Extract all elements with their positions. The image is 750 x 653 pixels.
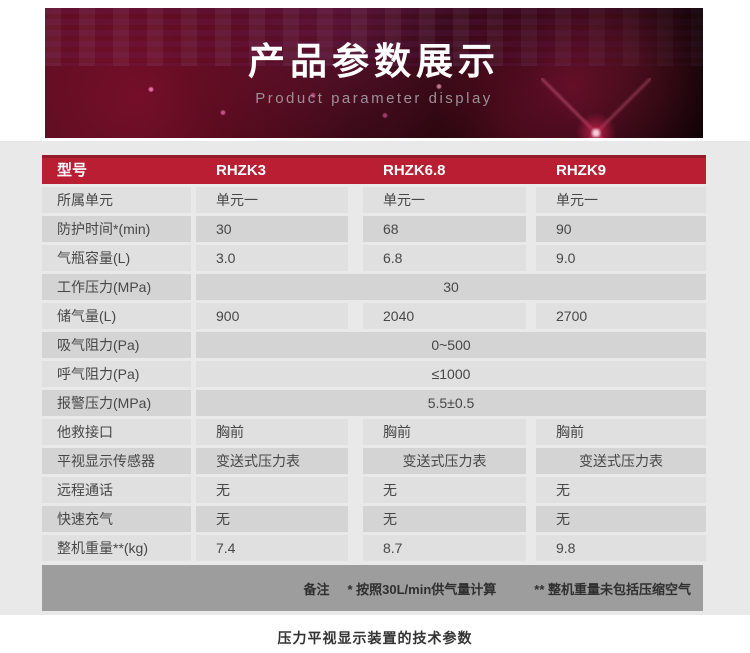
row-label: 整机重量**(kg)	[42, 535, 191, 561]
row-value: 无	[536, 506, 706, 532]
table-row-unit: 所属单元 单元一 单元一 单元一	[42, 187, 706, 213]
row-value: 30	[196, 216, 348, 242]
row-value: 900	[196, 303, 348, 329]
row-value-merged: 0~500	[196, 332, 706, 358]
row-value-merged: 5.5±0.5	[196, 390, 706, 416]
header-model-3: RHZK9	[556, 162, 607, 179]
row-value: 3.0	[196, 245, 348, 271]
header-model-label: 型号	[57, 162, 88, 179]
table-row-hud-sensor: 平视显示传感器 变送式压力表 变送式压力表 变送式压力表	[42, 448, 706, 474]
row-value-merged: ≤1000	[196, 361, 706, 387]
row-value: 90	[536, 216, 706, 242]
note-airflow-basis: * 按照30L/min供气量计算	[347, 581, 497, 597]
header-model-1: RHZK3	[216, 162, 267, 179]
table-row-inhale-resistance: 吸气阻力(Pa) 0~500	[42, 332, 706, 358]
row-label: 报警压力(MPa)	[42, 390, 191, 416]
row-value: 单元一	[536, 187, 706, 213]
row-value: 无	[363, 506, 526, 532]
row-label: 储气量(L)	[42, 303, 191, 329]
row-value: 2040	[363, 303, 526, 329]
row-value: 8.7	[363, 535, 526, 561]
row-value: 变送式压力表	[363, 448, 526, 474]
table-header-row: 型号 RHZK3 RHZK6.8 RHZK9	[42, 155, 706, 184]
row-value: 68	[363, 216, 526, 242]
table-row-total-weight: 整机重量**(kg) 7.4 8.7 9.8	[42, 535, 706, 561]
note-weight-excludes-air: ** 整机重量未包括压缩空气	[534, 581, 691, 597]
table-row-cylinder-capacity: 气瓶容量(L) 3.0 6.8 9.0	[42, 245, 706, 271]
page: 产品参数展示 Product parameter display 型号 RHZK…	[0, 8, 750, 648]
notes-prefix: 备注	[303, 581, 330, 597]
row-label: 呼气阻力(Pa)	[42, 361, 191, 387]
row-label: 吸气阻力(Pa)	[42, 332, 191, 358]
row-label: 他救接口	[42, 419, 191, 445]
header-model-2: RHZK6.8	[383, 162, 446, 179]
row-label: 快速充气	[42, 506, 191, 532]
table-row-rescue-port: 他救接口 胸前 胸前 胸前	[42, 419, 706, 445]
row-value: 9.8	[536, 535, 706, 561]
row-value: 变送式压力表	[196, 448, 348, 474]
table-row-working-pressure: 工作压力(MPa) 30	[42, 274, 706, 300]
row-value: 单元一	[196, 187, 348, 213]
table-row-remote-call: 远程通话 无 无 无	[42, 477, 706, 503]
table-row-quick-fill: 快速充气 无 无 无	[42, 506, 706, 532]
row-value: 2700	[536, 303, 706, 329]
row-label: 平视显示传感器	[42, 448, 191, 474]
row-value: 6.8	[363, 245, 526, 271]
table-row-protection-time: 防护时间*(min) 30 68 90	[42, 216, 706, 242]
spec-table: 型号 RHZK3 RHZK6.8 RHZK9 所属单元 单元一 单元一 单元一 …	[42, 155, 706, 561]
row-label: 远程通话	[42, 477, 191, 503]
table-row-exhale-resistance: 呼气阻力(Pa) ≤1000	[42, 361, 706, 387]
row-label: 防护时间*(min)	[42, 216, 191, 242]
row-value: 胸前	[196, 419, 348, 445]
row-value: 无	[536, 477, 706, 503]
table-row-air-storage: 储气量(L) 900 2040 2700	[42, 303, 706, 329]
banner: 产品参数展示 Product parameter display	[45, 8, 703, 138]
row-value: 无	[196, 506, 348, 532]
row-value: 单元一	[363, 187, 526, 213]
row-value: 无	[196, 477, 348, 503]
row-value: 胸前	[363, 419, 526, 445]
starburst-art	[541, 78, 651, 138]
row-value: 胸前	[536, 419, 706, 445]
row-value-merged: 30	[196, 274, 706, 300]
notes-bar: 备注 * 按照30L/min供气量计算 ** 整机重量未包括压缩空气	[42, 565, 703, 611]
row-label: 工作压力(MPa)	[42, 274, 191, 300]
row-value: 7.4	[196, 535, 348, 561]
row-label: 所属单元	[42, 187, 191, 213]
banner-title: 产品参数展示	[248, 41, 500, 82]
table-row-alarm-pressure: 报警压力(MPa) 5.5±0.5	[42, 390, 706, 416]
row-label: 气瓶容量(L)	[42, 245, 191, 271]
row-value: 9.0	[536, 245, 706, 271]
spec-section: 型号 RHZK3 RHZK6.8 RHZK9 所属单元 单元一 单元一 单元一 …	[0, 141, 750, 615]
row-value: 无	[363, 477, 526, 503]
caption: 压力平视显示装置的技术参数	[277, 630, 473, 646]
particle-dots-art	[115, 72, 475, 130]
row-value: 变送式压力表	[536, 448, 706, 474]
banner-subtitle: Product parameter display	[255, 90, 493, 107]
